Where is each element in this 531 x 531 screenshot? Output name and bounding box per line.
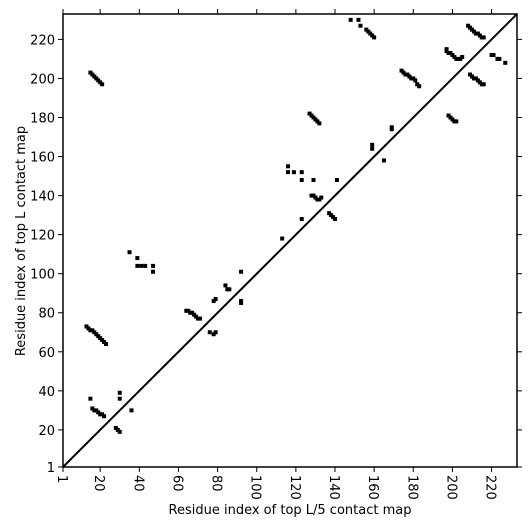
contact <box>102 414 107 419</box>
contact <box>503 60 508 65</box>
x-axis-label: Residue index of top L/5 contact map <box>169 503 412 518</box>
plot-frame <box>62 13 518 468</box>
y-axis-label: Residue index of top L contact map <box>14 126 29 356</box>
contact <box>372 35 377 40</box>
y-tick-label: 80 <box>38 307 55 322</box>
contact <box>299 177 304 182</box>
contact <box>139 263 144 268</box>
contact <box>117 429 122 434</box>
x-tick-label: 80 <box>209 475 224 492</box>
y-tick-label: 20 <box>38 424 55 439</box>
x-tick-label: 140 <box>326 475 341 500</box>
contact <box>333 217 338 222</box>
contact <box>280 236 285 241</box>
contact <box>358 23 363 28</box>
y-tick-label: 60 <box>38 346 55 361</box>
contact <box>491 53 496 58</box>
contact <box>239 299 244 304</box>
contact <box>334 177 339 182</box>
contact <box>127 250 132 255</box>
contact <box>135 256 140 261</box>
contact <box>151 263 156 268</box>
x-tick-label: 40 <box>130 475 145 492</box>
contact <box>348 17 353 22</box>
y-tick-label: 160 <box>30 151 55 166</box>
contact <box>286 170 291 175</box>
x-tick-label: 180 <box>404 475 419 500</box>
contact <box>143 263 148 268</box>
contact <box>117 396 122 401</box>
contact <box>299 170 304 175</box>
contact <box>370 142 375 147</box>
diagonal <box>62 13 518 468</box>
x-tick-label: 20 <box>91 475 106 492</box>
y-tick-label: 120 <box>30 229 55 244</box>
y-tick-label: 140 <box>30 190 55 205</box>
contact <box>135 263 140 268</box>
contact <box>417 84 422 89</box>
contact <box>497 56 502 61</box>
contact <box>227 287 232 292</box>
contact <box>299 217 304 222</box>
contact <box>481 35 486 40</box>
y-tick-label: 100 <box>30 268 55 283</box>
x-tick-label: 1 <box>54 475 69 483</box>
y-tick-label: 220 <box>30 33 55 48</box>
contact <box>88 396 93 401</box>
contact <box>481 82 486 87</box>
x-tick-label: 100 <box>248 475 263 500</box>
contact <box>291 170 296 175</box>
x-tick-label: 220 <box>483 475 498 500</box>
contact <box>454 119 459 124</box>
contact <box>319 195 324 200</box>
contact <box>104 341 109 346</box>
contact <box>213 330 218 335</box>
contact <box>239 269 244 274</box>
contact <box>381 158 386 163</box>
contact <box>129 408 134 413</box>
contact <box>389 127 394 132</box>
contact <box>460 54 465 59</box>
contact <box>151 269 156 274</box>
contact <box>197 316 202 321</box>
contact <box>356 17 361 22</box>
x-tick-label: 160 <box>365 475 380 500</box>
y-tick-label: 200 <box>30 72 55 87</box>
contact <box>317 121 322 126</box>
contact <box>213 297 218 302</box>
contact <box>223 283 228 288</box>
contact <box>100 82 105 87</box>
contact <box>370 146 375 151</box>
contact <box>311 177 316 182</box>
y-tick-label: 1 <box>47 461 55 476</box>
x-tick-label: 60 <box>169 475 184 492</box>
x-tick-label: 200 <box>443 475 458 500</box>
contact <box>413 78 418 83</box>
contact <box>117 390 122 395</box>
x-tick-label: 120 <box>287 475 302 500</box>
contact <box>207 330 212 335</box>
contact <box>286 164 291 169</box>
y-tick-label: 40 <box>38 385 55 400</box>
y-tick-label: 180 <box>30 111 55 126</box>
